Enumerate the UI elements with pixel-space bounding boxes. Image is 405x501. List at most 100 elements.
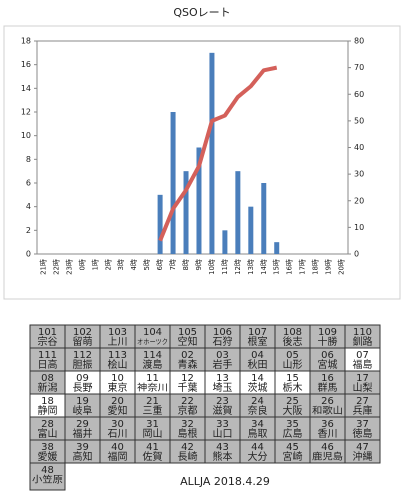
x-tick-label: 20時 <box>338 259 346 275</box>
cell-code: 21 <box>146 396 159 407</box>
cell-code: 09 <box>76 373 89 384</box>
cell-code: 29 <box>76 419 89 430</box>
cell-name: 愛知 <box>108 404 128 417</box>
cell-code: 111 <box>38 350 57 361</box>
cell-code: 47 <box>356 442 369 453</box>
x-tick-label: 1時 <box>91 259 99 270</box>
cell-name: 三重 <box>143 404 163 417</box>
cell-code: 04 <box>251 350 264 361</box>
cell-name: 福井 <box>73 427 93 440</box>
y-tick-label: 16 <box>21 60 31 69</box>
cell-code: 31 <box>146 419 159 430</box>
cell-code: 25 <box>286 396 299 407</box>
cell-name: 空知 <box>178 335 198 348</box>
y-tick-label: 12 <box>21 108 31 117</box>
cell-name: 奈良 <box>248 404 268 417</box>
cell-code: 20 <box>111 396 124 407</box>
cell-name: 兵庫 <box>353 404 373 417</box>
x-tick-label: 2時 <box>104 259 112 270</box>
cell-code: 108 <box>283 327 302 338</box>
bar <box>235 171 241 254</box>
y2-tick-label: 30 <box>354 170 364 179</box>
cell-code: 48 <box>41 465 54 476</box>
x-tick-label: 19時 <box>325 259 333 275</box>
cell-name: 小笠原 <box>32 474 63 486</box>
y2-tick-label: 40 <box>354 143 364 152</box>
cell-code: 38 <box>41 442 54 453</box>
plot-area <box>36 40 349 255</box>
bar <box>274 242 280 254</box>
y2-tick-label: 10 <box>354 223 364 232</box>
cell-name: 十勝 <box>318 335 338 348</box>
cell-code: 15 <box>286 373 299 384</box>
cell-name: 大阪 <box>283 404 303 417</box>
cell-name: 徳島 <box>353 427 373 440</box>
cell-name: 山形 <box>283 359 303 371</box>
cell-code: 106 <box>213 327 232 338</box>
cell-code: 08 <box>41 373 54 384</box>
cell-name: 群馬 <box>318 381 338 394</box>
cell-name: 愛媛 <box>38 450 58 463</box>
cell-code: 27 <box>356 396 369 407</box>
cell-name: 島根 <box>178 427 198 440</box>
x-tick-label: 8時 <box>182 259 190 270</box>
cell-code: 05 <box>286 350 299 361</box>
footer: ALLJA 2018.4.29 <box>180 475 270 488</box>
y2-tick-label: 80 <box>354 37 364 46</box>
x-tick-label: 13時 <box>247 259 255 275</box>
cell-code: 39 <box>76 442 89 453</box>
cell-name: 埼玉 <box>213 381 233 394</box>
cell-code: 12 <box>181 373 194 384</box>
x-tick-label: 18時 <box>312 259 320 275</box>
cell-name: 根室 <box>248 335 268 348</box>
bar <box>183 171 189 254</box>
cell-name: 石川 <box>108 429 128 440</box>
cell-name: 大分 <box>248 450 268 463</box>
cell-code: 28 <box>41 419 54 430</box>
cell-code: 11 <box>146 373 159 384</box>
y-tick-label: 4 <box>26 202 31 211</box>
cell-name: 後志 <box>283 335 303 348</box>
bar <box>222 230 228 254</box>
cell-name: 桧山 <box>108 358 128 371</box>
cell-name: 長野 <box>73 382 93 394</box>
line <box>158 65 278 242</box>
cell-name: 福島 <box>353 358 373 371</box>
cell-name: 山梨 <box>353 381 373 394</box>
cell-code: 41 <box>146 442 159 453</box>
cell-code: 45 <box>286 442 299 453</box>
bar <box>248 206 254 254</box>
cell-code: 36 <box>321 419 334 430</box>
cell-name: 鳥取 <box>248 427 268 440</box>
cell-code: 17 <box>356 373 369 384</box>
x-tick-label: 0時 <box>78 259 86 270</box>
cell-code: 13 <box>216 373 229 384</box>
cell-code: 23 <box>216 396 229 407</box>
cell-code: 113 <box>108 350 127 361</box>
cell-name: 胆振 <box>73 358 93 371</box>
bar <box>261 183 267 254</box>
cell-code: 07 <box>356 350 369 361</box>
cell-name: 高知 <box>73 450 93 463</box>
cell-name: 東京 <box>108 381 128 394</box>
x-tick-label: 22時 <box>52 259 60 275</box>
x-tick-label: 5時 <box>143 259 151 270</box>
bar <box>196 147 202 254</box>
bar <box>157 194 163 254</box>
cell-name: 渡島 <box>143 358 163 371</box>
cell-name: 佐賀 <box>143 451 163 463</box>
cell-name: 青森 <box>178 358 198 371</box>
x-tick-label: 12時 <box>234 259 242 275</box>
x-tick-label: 23時 <box>65 259 73 275</box>
cell-code: 104 <box>143 327 162 338</box>
cell-code: 37 <box>356 419 369 430</box>
y-tick-label: 2 <box>26 226 31 235</box>
cell-name: 広島 <box>283 427 303 440</box>
x-tick-label: 4時 <box>130 259 138 270</box>
cell-name: オホーツク <box>137 338 168 346</box>
cell-code: 46 <box>321 442 334 453</box>
cell-code: 10 <box>111 373 124 384</box>
cell-code: 105 <box>178 327 197 338</box>
y-tick-label: 14 <box>21 84 31 93</box>
cell-code: 06 <box>321 350 334 361</box>
